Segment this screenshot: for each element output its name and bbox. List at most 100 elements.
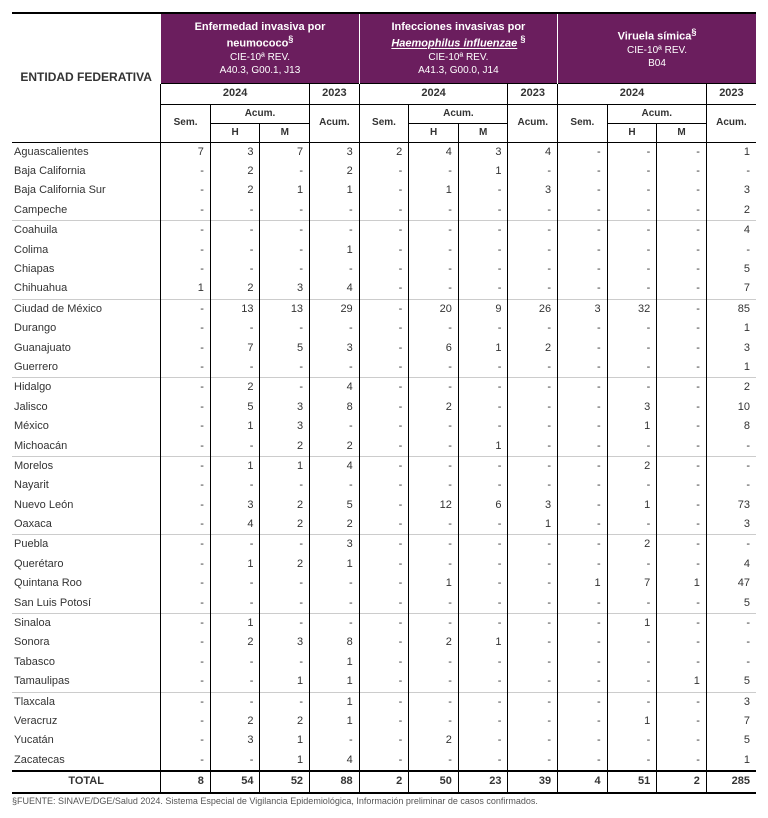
table-cell: -: [558, 142, 608, 162]
table-cell: 1: [310, 181, 360, 200]
table-cell: -: [558, 476, 608, 495]
table-cell: 47: [706, 574, 756, 593]
table-cell: 4: [706, 555, 756, 574]
acum-d3: Acum.: [607, 104, 706, 123]
table-cell: -: [409, 241, 459, 260]
table-row: Morelos-114-----2--: [12, 456, 756, 476]
table-cell: -: [607, 221, 657, 241]
table-cell: 3: [458, 142, 508, 162]
table-cell: -: [607, 339, 657, 358]
disease-codes-1: A40.3, G00.1, J13: [165, 64, 354, 77]
table-row: Yucatán-31--2-----5: [12, 731, 756, 750]
table-cell: 26: [508, 299, 558, 319]
table-cell: 2: [359, 771, 409, 792]
table-cell: -: [458, 614, 508, 634]
table-cell: 2: [310, 162, 360, 181]
table-cell: -: [607, 201, 657, 221]
table-cell: -: [210, 201, 260, 221]
table-cell: -: [508, 633, 558, 652]
table-cell: -: [161, 221, 211, 241]
table-cell: -: [558, 417, 608, 436]
table-cell: 1: [310, 653, 360, 672]
table-cell: 3: [558, 299, 608, 319]
table-cell: -: [558, 535, 608, 555]
entity-name: Zacatecas: [12, 751, 161, 771]
table-cell: -: [458, 260, 508, 279]
table-cell: -: [161, 574, 211, 593]
table-cell: -: [260, 476, 310, 495]
table-cell: 7: [260, 142, 310, 162]
table-cell: 2: [310, 515, 360, 535]
year-2024-d1: 2024: [161, 84, 310, 104]
table-cell: -: [409, 555, 459, 574]
table-cell: -: [359, 358, 409, 378]
entity-name: Puebla: [12, 535, 161, 555]
table-cell: -: [359, 299, 409, 319]
table-cell: 1: [260, 731, 310, 750]
table-cell: 9: [458, 299, 508, 319]
disease-rev-1: CIE-10ª REV.: [165, 51, 354, 64]
entity-name: Nayarit: [12, 476, 161, 495]
table-cell: -: [161, 339, 211, 358]
table-cell: -: [607, 692, 657, 712]
table-cell: -: [210, 437, 260, 457]
table-cell: -: [161, 653, 211, 672]
table-cell: -: [657, 535, 707, 555]
entity-name: Colima: [12, 241, 161, 260]
entity-name: Michoacán: [12, 437, 161, 457]
table-cell: -: [210, 574, 260, 593]
table-row: Tamaulipas--11------15: [12, 672, 756, 692]
table-cell: -: [657, 653, 707, 672]
table-cell: -: [409, 417, 459, 436]
table-cell: -: [310, 417, 360, 436]
sem-d1: Sem.: [161, 104, 211, 142]
disease-header-2: Infecciones invasivas por Haemophilus in…: [359, 13, 557, 84]
table-row: Puebla---3-----2--: [12, 535, 756, 555]
table-cell: -: [458, 515, 508, 535]
table-cell: -: [310, 614, 360, 634]
table-row: Durango-----------1: [12, 319, 756, 338]
entity-name: Ciudad de México: [12, 299, 161, 319]
table-cell: 2: [359, 142, 409, 162]
table-cell: 39: [508, 771, 558, 792]
table-cell: -: [161, 241, 211, 260]
table-cell: -: [359, 456, 409, 476]
entity-name: San Luis Potosí: [12, 594, 161, 614]
table-cell: -: [260, 692, 310, 712]
table-cell: -: [458, 751, 508, 771]
table-cell: -: [161, 319, 211, 338]
table-row: Guanajuato-753-612---3: [12, 339, 756, 358]
table-cell: 7: [210, 339, 260, 358]
table-cell: -: [657, 555, 707, 574]
table-cell: -: [458, 398, 508, 417]
table-cell: -: [706, 241, 756, 260]
table-cell: -: [607, 162, 657, 181]
table-cell: -: [657, 279, 707, 299]
table-cell: 3: [706, 515, 756, 535]
table-cell: -: [558, 751, 608, 771]
table-cell: -: [161, 633, 211, 652]
table-cell: -: [161, 515, 211, 535]
table-cell: -: [359, 162, 409, 181]
table-cell: -: [359, 476, 409, 495]
table-cell: -: [657, 358, 707, 378]
table-cell: -: [558, 712, 608, 731]
table-cell: 3: [706, 339, 756, 358]
table-cell: 1: [558, 574, 608, 593]
table-cell: -: [359, 574, 409, 593]
table-cell: -: [458, 574, 508, 593]
table-row: Sonora-238-21-----: [12, 633, 756, 652]
table-cell: -: [458, 555, 508, 574]
table-cell: -: [657, 241, 707, 260]
table-cell: 5: [310, 496, 360, 515]
table-cell: 1: [458, 162, 508, 181]
table-cell: 2: [409, 398, 459, 417]
table-cell: 20: [409, 299, 459, 319]
table-cell: 285: [706, 771, 756, 792]
table-cell: -: [359, 633, 409, 652]
table-cell: -: [161, 614, 211, 634]
entity-name: Jalisco: [12, 398, 161, 417]
table-cell: 1: [706, 751, 756, 771]
total-row: TOTAL854528825023394512285: [12, 771, 756, 792]
table-row: Veracruz-221-----1-7: [12, 712, 756, 731]
